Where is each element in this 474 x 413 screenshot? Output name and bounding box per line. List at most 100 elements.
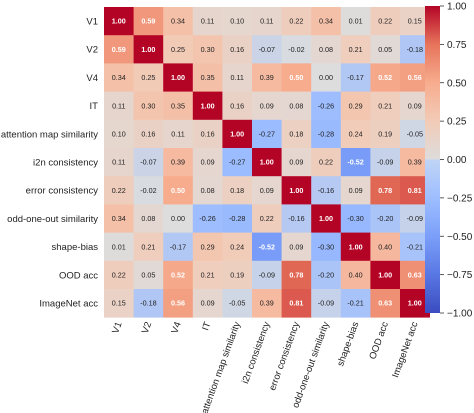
cell-v4-v2 (133, 63, 164, 92)
cell-error-consistency-v2 (133, 176, 164, 205)
cell-v4-odd-one-out-similarity (311, 63, 342, 92)
cell-value: 0.22 (112, 271, 126, 280)
cell-value: -0.05 (229, 299, 245, 308)
cell-value: -0.20 (318, 271, 334, 280)
cell-i2n-consistency-ood-acc (370, 148, 401, 177)
cell-value: 0.39 (260, 299, 274, 308)
row-label-odd-one-out-similarity: odd-one-out similarity (7, 214, 98, 225)
cell-value: -0.30 (347, 214, 363, 223)
cell-odd-one-out-similarity-i2n-consistency (252, 204, 282, 233)
cell-ood-acc-shape-bias (340, 260, 371, 290)
cell-attention-map-similarity-i2n-consistency (252, 119, 282, 149)
cell-i2n-consistency-attention-map-similarity (222, 148, 253, 177)
cell-value: 0.09 (260, 101, 274, 110)
cell-value: 0.22 (260, 214, 274, 223)
cell-v4-attention-map-similarity (222, 63, 253, 92)
row-label-ood-acc: OOD acc (59, 270, 98, 281)
column-label-v2: V2 (140, 320, 154, 335)
cell-odd-one-out-similarity-error-consistency (281, 204, 312, 233)
cell-imagenet-acc-odd-one-out-similarity (311, 289, 342, 318)
colorbar-tick-label: 1.00 (447, 2, 467, 13)
cell-value: 0.11 (171, 130, 184, 139)
cell-value: -0.05 (407, 130, 423, 139)
colorbar-tick-label: 0.75 (447, 40, 467, 51)
cell-value: 1.00 (260, 158, 274, 167)
cell-it-v4 (163, 91, 194, 121)
cell-value: 0.21 (201, 271, 215, 280)
cell-value: 0.08 (319, 45, 333, 54)
cell-value: -0.09 (318, 299, 334, 308)
cell-value: 0.56 (171, 299, 185, 308)
cell-value: -0.09 (259, 271, 275, 280)
cell-value: 0.63 (378, 299, 392, 308)
cell-value: 0.01 (112, 242, 126, 251)
cell-ood-acc-ood-acc (370, 260, 401, 290)
cell-i2n-consistency-shape-bias (340, 148, 371, 177)
cell-v2-i2n-consistency (252, 35, 282, 64)
cell-value: 0.81 (289, 299, 303, 308)
cell-value: -0.02 (140, 186, 156, 195)
cell-value: 0.11 (230, 73, 243, 82)
cell-value: 0.05 (378, 45, 392, 54)
cell-value: 0.52 (171, 271, 185, 280)
column-label-shape-bias: shape-bias (335, 320, 361, 368)
cell-v1-odd-one-out-similarity (311, 7, 342, 36)
cell-it-attention-map-similarity (222, 91, 253, 121)
cell-i2n-consistency-error-consistency (281, 148, 312, 177)
cell-imagenet-acc-shape-bias (340, 289, 371, 318)
colorbar: 1.00 0.75 0.50 0.25 0.00 −0.25 −0.50 −0.75 −1.00 (425, 2, 473, 320)
cell-ood-acc-i2n-consistency (252, 260, 282, 290)
cell-value: 0.00 (171, 214, 185, 223)
cell-value: 1.00 (289, 186, 303, 195)
cell-value: 0.19 (378, 130, 392, 139)
cell-value: -0.17 (347, 73, 363, 82)
cell-value: 0.29 (349, 101, 363, 110)
cell-ood-acc-attention-map-similarity (222, 260, 253, 290)
cell-attention-map-similarity-odd-one-out-similarity (311, 119, 342, 149)
cell-value: 0.56 (408, 73, 422, 82)
column-label-v4: V4 (170, 320, 184, 335)
cell-value: 0.16 (201, 130, 215, 139)
cell-it-v2 (133, 91, 164, 121)
cell-v2-error-consistency (281, 35, 312, 64)
cell-value: 0.59 (141, 17, 155, 26)
cell-value: 0.09 (201, 299, 215, 308)
cell-value: 0.22 (112, 186, 126, 195)
cell-v1-v2 (133, 7, 164, 36)
cell-i2n-consistency-odd-one-out-similarity (311, 148, 342, 177)
cell-attention-map-similarity-v4 (163, 119, 194, 149)
row-label-imagenet-acc: ImageNet acc (39, 299, 98, 310)
cell-error-consistency-v1 (104, 176, 134, 205)
cell-value: -0.28 (229, 214, 245, 223)
cell-i2n-consistency-v1 (104, 148, 134, 177)
cell-value: 0.34 (112, 214, 126, 223)
cell-value: 1.00 (319, 214, 333, 223)
cell-imagenet-acc-attention-map-similarity (222, 289, 253, 318)
cell-value: 0.09 (349, 186, 363, 195)
cell-ood-acc-it (192, 260, 223, 290)
cell-value: -0.27 (259, 130, 275, 139)
cell-value: 0.29 (201, 242, 215, 251)
cell-shape-bias-error-consistency (281, 232, 312, 262)
cell-error-consistency-attention-map-similarity (222, 176, 253, 205)
cell-value: -0.52 (347, 158, 363, 167)
cell-v1-shape-bias (340, 7, 371, 36)
colorbar-tick-label: −1.00 (447, 309, 473, 320)
cell-value: -0.28 (318, 130, 334, 139)
cell-value: -0.27 (229, 158, 245, 167)
cell-v2-it (192, 35, 223, 64)
cell-value: 0.35 (171, 101, 185, 110)
cell-value: 0.81 (408, 186, 422, 195)
cell-value: 0.19 (230, 271, 244, 280)
cell-value: 0.25 (171, 45, 185, 54)
cell-value: 0.05 (141, 271, 155, 280)
cell-value: 0.30 (201, 45, 215, 54)
cell-value: 0.39 (171, 158, 185, 167)
cell-odd-one-out-similarity-odd-one-out-similarity (311, 204, 342, 233)
cell-v1-v1 (104, 7, 134, 36)
cell-shape-bias-attention-map-similarity (222, 232, 253, 262)
column-label-attention-map-similarity: attention map similarity (199, 320, 243, 413)
cell-imagenet-acc-error-consistency (281, 289, 312, 318)
cell-value: 0.39 (260, 73, 274, 82)
